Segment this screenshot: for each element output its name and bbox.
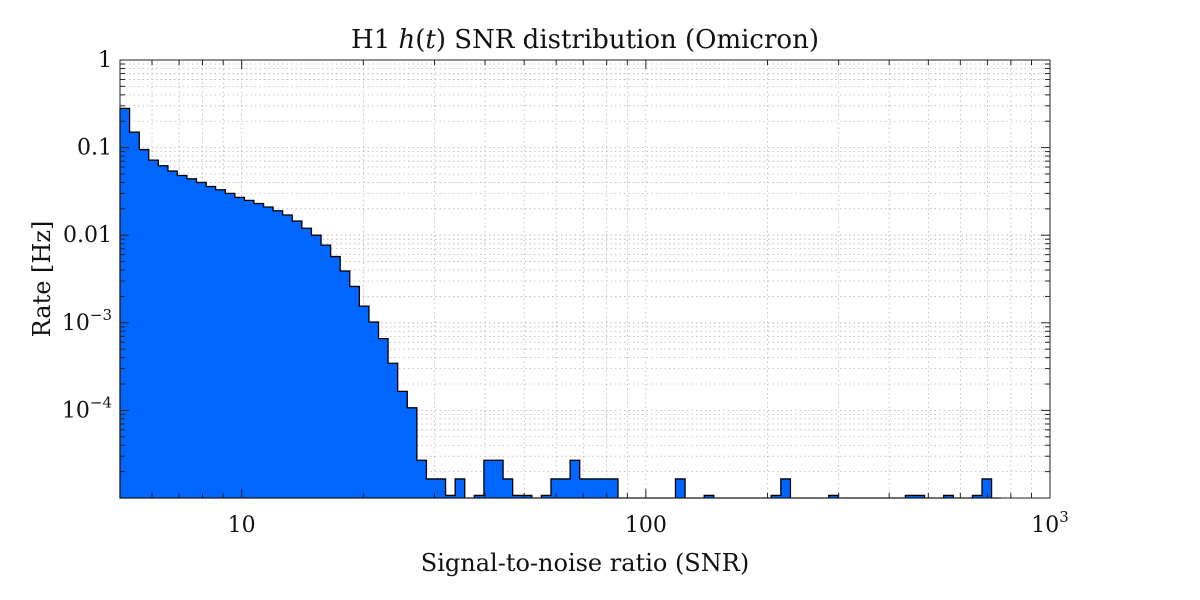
- x-tick-labels: 10 100 103: [228, 508, 1069, 538]
- x-tick-label: 103: [1031, 508, 1069, 538]
- grid-lines: [120, 60, 1050, 498]
- histogram-bar: [206, 186, 215, 498]
- histogram-bar: [331, 257, 341, 498]
- histogram-bar: [216, 190, 226, 498]
- chart-title: H1 h(t) SNR distribution (Omicron): [351, 25, 819, 55]
- y-tick-label: 1: [98, 48, 112, 73]
- y-tick-label: 10−4: [62, 393, 112, 423]
- axis-ticks: [119, 59, 1051, 499]
- histogram-bar: [982, 479, 992, 498]
- histogram-bar: [608, 479, 618, 498]
- x-tick-label: 100: [625, 513, 667, 538]
- histogram-bar: [235, 197, 245, 498]
- histogram-bar: [781, 479, 791, 498]
- histogram-bar: [407, 408, 417, 498]
- histogram-bar: [589, 479, 599, 498]
- y-tick-label: 0.1: [77, 136, 112, 161]
- histogram-bar: [359, 306, 369, 498]
- histogram-bar: [493, 460, 503, 498]
- histogram-bar: [570, 460, 580, 498]
- histogram-bar: [350, 286, 360, 498]
- histogram-bar: [675, 479, 685, 498]
- histogram-bar: [379, 339, 389, 498]
- histogram-bar: [484, 460, 494, 498]
- y-tick-label: 0.01: [63, 223, 112, 248]
- histogram-bar: [130, 132, 140, 498]
- y-tick-labels: 1 0.1 0.01 10−3 10−4: [62, 48, 112, 423]
- histogram-bar: [369, 322, 379, 498]
- histogram-bar: [149, 160, 159, 498]
- histogram-bar: [388, 363, 398, 498]
- x-axis-label: Signal-to-noise ratio (SNR): [421, 549, 749, 577]
- histogram-bar: [417, 460, 427, 498]
- histogram-bar: [264, 207, 273, 498]
- histogram-bar: [177, 176, 187, 498]
- plot-frame: [119, 59, 1051, 499]
- histogram-bar: [398, 391, 408, 498]
- histogram-bar: [455, 479, 465, 498]
- histogram-bar: [196, 182, 206, 498]
- histogram-bar: [168, 171, 177, 498]
- histogram-bar: [503, 479, 513, 498]
- histogram-bar: [187, 179, 197, 498]
- y-axis-label: Rate [Hz]: [28, 221, 56, 338]
- histogram-bar: [283, 215, 293, 498]
- histogram-bar: [311, 235, 321, 498]
- histogram-bar: [580, 479, 590, 498]
- histogram-bar: [139, 150, 148, 498]
- histogram-bar: [273, 211, 283, 498]
- histogram-bar: [292, 221, 302, 498]
- histogram-bar: [158, 166, 168, 498]
- x-tick-label: 10: [228, 513, 256, 538]
- histogram-bar: [561, 479, 571, 498]
- histogram-bar: [225, 193, 235, 498]
- histogram-bar: [244, 200, 253, 498]
- histogram-bar: [254, 204, 264, 498]
- histogram-bar: [436, 479, 446, 498]
- histogram-bar: [302, 228, 312, 498]
- y-tick-label: 10−3: [62, 306, 112, 336]
- histogram-bar: [340, 271, 350, 498]
- histogram-bar: [321, 245, 331, 498]
